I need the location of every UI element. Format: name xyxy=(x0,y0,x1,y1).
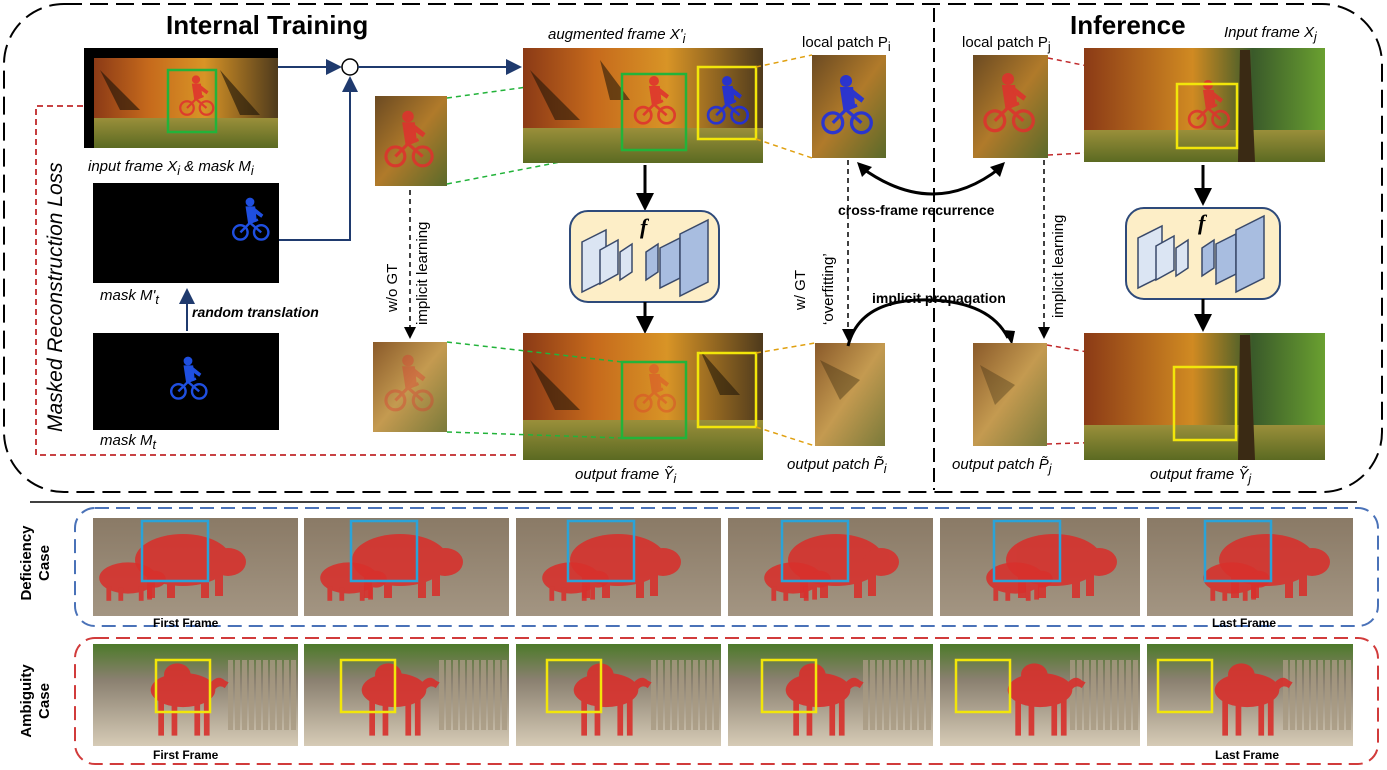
ambiguity-frame xyxy=(304,644,509,746)
combine-operator xyxy=(341,58,359,76)
loss-loop-line xyxy=(35,105,520,456)
yellow-link-top xyxy=(755,54,813,68)
mask-m-prime-label: mask M't xyxy=(100,287,159,307)
augmented-frame-label: augmented frame X'i xyxy=(548,26,686,46)
output-frame-yi-label: output frame Ỹi xyxy=(575,466,677,486)
cross-frame-arrow-right xyxy=(990,162,1005,177)
output-patch-pi xyxy=(815,343,885,446)
internal-training-title: Internal Training xyxy=(166,10,369,40)
output-frame-yj xyxy=(1084,333,1325,460)
green-link-out-bottom xyxy=(446,431,623,439)
ambiguity-frame xyxy=(1147,644,1353,746)
mask-m-label: mask Mt xyxy=(100,432,156,452)
implicit-propagation-label: implicit propagation xyxy=(872,290,1006,306)
reconstructed-patch xyxy=(373,342,447,432)
ambiguity-first-frame-label: First Frame xyxy=(153,748,219,762)
output-frame-yj-label: output frame Ỹj xyxy=(1150,466,1252,486)
output-patch-pj xyxy=(973,343,1047,446)
deficiency-frame xyxy=(940,518,1140,616)
ambiguity-border xyxy=(74,637,1379,765)
implicit-propagation-curve xyxy=(846,298,1010,347)
ambiguity-frame xyxy=(728,644,933,746)
yellow-link-out-top xyxy=(755,342,816,354)
ambiguity-frame xyxy=(93,644,298,746)
cross-frame-recurrence-label: cross-frame recurrence xyxy=(838,202,995,218)
local-patch-pi-label: local patch Pi xyxy=(802,34,891,54)
masked-reconstruction-loss-label: Masked Reconstruction Loss xyxy=(44,162,67,432)
wo-gt-label: w/o GT xyxy=(384,263,401,312)
output-frame-yi xyxy=(523,333,763,460)
mask-m-prime-t xyxy=(93,183,279,283)
deficiency-first-frame-label: First Frame xyxy=(153,616,219,630)
ambiguity-last-frame-label: Last Frame xyxy=(1215,748,1280,762)
deficiency-last-frame-label: Last Frame xyxy=(1212,616,1277,630)
inference-title: Inference xyxy=(1070,10,1186,40)
deficiency-case-label: Deficiency Case xyxy=(18,525,53,601)
random-translation-label: random translation xyxy=(192,304,319,320)
output-patch-pi-label: output patch P̃i xyxy=(787,456,887,476)
local-patch-pj xyxy=(973,55,1048,158)
input-frame-mask-label: input frame Xi & mask Mi xyxy=(88,158,254,178)
implicit-learning-right-label: implicit learning xyxy=(1050,214,1067,318)
cross-frame-arrow-left xyxy=(857,162,872,177)
yellow-link-bottom xyxy=(755,138,813,159)
overfitting-label: ‘overfitting’ xyxy=(820,253,837,325)
implicit-propagation-arrowhead xyxy=(1003,330,1015,345)
model-f-training xyxy=(569,210,720,303)
input-frame-xj-label: Input frame Xj xyxy=(1224,24,1317,44)
ambiguity-frame xyxy=(516,644,721,746)
deficiency-frame xyxy=(93,518,298,616)
yellow-link-out-bottom xyxy=(755,426,816,447)
input-frame-xj xyxy=(1084,48,1325,162)
ambiguity-case-label: Ambiguity Case xyxy=(18,664,53,738)
input-frame-xi xyxy=(84,48,278,148)
local-patch-pj-label: local patch Pj xyxy=(962,34,1051,54)
deficiency-border xyxy=(74,507,1379,627)
local-patch-pi xyxy=(812,55,886,158)
output-patch-pj-label: output patch P̃j xyxy=(952,456,1052,476)
model-f-label-inference: f xyxy=(1198,210,1206,235)
green-link-out-top xyxy=(446,341,623,363)
cyclist-patch xyxy=(375,96,447,186)
augmented-frame xyxy=(523,48,763,163)
deficiency-frame xyxy=(1147,518,1353,616)
mask-to-combine-arrow xyxy=(279,76,358,241)
ambiguity-frames xyxy=(93,644,1353,746)
ambiguity-frame xyxy=(940,644,1140,746)
deficiency-frame xyxy=(516,518,721,616)
deficiency-frame xyxy=(728,518,933,616)
deficiency-frame xyxy=(304,518,509,616)
top-dashed-border xyxy=(3,3,1383,493)
model-f-label-training: f xyxy=(640,214,648,239)
cross-frame-recurrence-curve xyxy=(861,166,1001,196)
implicit-learning-left-label: implicit learning xyxy=(414,221,431,325)
model-f-inference xyxy=(1125,207,1281,300)
mask-m-t xyxy=(93,333,279,430)
deficiency-frames xyxy=(93,518,1353,616)
w-gt-label: w/ GT xyxy=(792,270,809,310)
